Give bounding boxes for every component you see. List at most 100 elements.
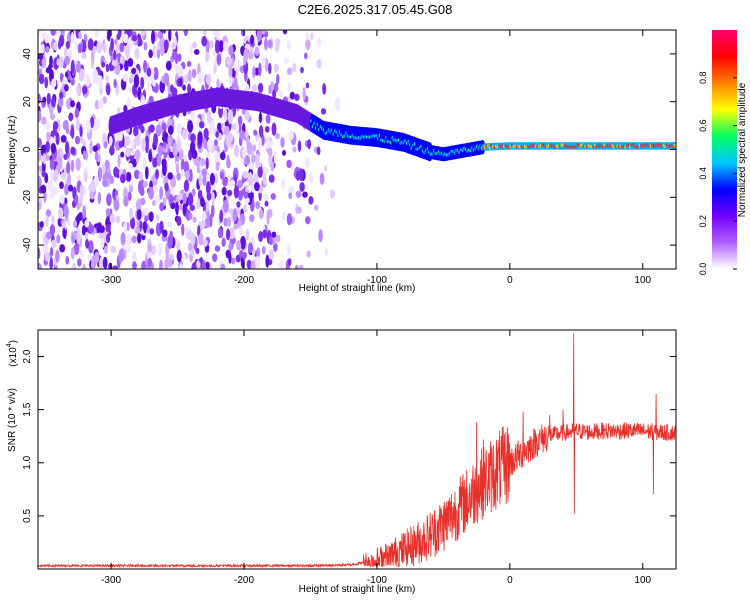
spectrogram-cell xyxy=(41,31,48,40)
spectrogram-cell xyxy=(50,96,56,108)
spectrogram-cell xyxy=(106,233,111,244)
spectrogram-cell xyxy=(62,76,68,84)
spectrogram-cell xyxy=(223,125,230,136)
spectrogram-cell xyxy=(286,213,293,226)
spectrogram-cell xyxy=(262,229,268,239)
spectrogram-cell xyxy=(197,189,203,199)
spectrogram-cell xyxy=(298,168,304,182)
spectrogram-cell xyxy=(65,255,70,265)
spectrogram-cell xyxy=(278,90,283,98)
spectrogram-cell xyxy=(70,126,75,139)
spectrogram-cell xyxy=(38,247,41,260)
spectrogram-cell xyxy=(161,158,167,168)
x-tick-label: -300 xyxy=(101,275,121,286)
spectrogram-cell xyxy=(248,176,254,186)
spectrogram-cell xyxy=(214,245,221,252)
spectrogram-cell xyxy=(308,172,314,183)
spectrogram-cell xyxy=(275,42,280,53)
spectrogram-cell xyxy=(105,207,111,217)
spectrogram-cell xyxy=(113,78,117,89)
spectrogram-cell xyxy=(168,30,172,42)
spectrogram-cell xyxy=(288,186,295,195)
spectrogram-cell xyxy=(298,264,304,269)
spectrogram-cell xyxy=(38,151,42,162)
spectrogram-cell xyxy=(44,76,49,89)
spectrogram-cell xyxy=(205,73,212,86)
spectrogram-cell xyxy=(122,73,129,82)
spectrogram-cell xyxy=(126,233,131,246)
svg-text:(x104): (x104) xyxy=(6,340,19,367)
spectrogram-cell xyxy=(130,139,135,149)
spectrogram-cell xyxy=(59,193,65,205)
spectrogram-cell xyxy=(184,170,190,180)
spectrogram-peak-cell xyxy=(673,143,676,148)
spectrogram-cell xyxy=(273,63,279,73)
spectrogram-cell xyxy=(201,35,208,47)
spectrogram-cell xyxy=(294,93,300,102)
spectrogram-cell xyxy=(140,76,145,90)
spectrogram-cell xyxy=(280,178,286,190)
spectrogram-cell xyxy=(89,116,95,129)
spectrogram-cell xyxy=(116,33,121,41)
spectrogram-cell xyxy=(124,45,130,56)
spectrogram-cell xyxy=(266,211,270,225)
spectrogram-cell xyxy=(143,59,148,73)
spectrogram-cell xyxy=(82,150,87,160)
spectrogram-cell xyxy=(189,204,195,211)
spectrogram-cell xyxy=(71,264,76,269)
spectrogram-cell xyxy=(280,137,285,148)
spectrogram-cell xyxy=(96,41,103,54)
spectrogram-cell xyxy=(53,121,59,130)
spectrogram-cell xyxy=(164,182,169,192)
spectrogram-cell xyxy=(174,52,179,64)
spectrogram-cell xyxy=(159,220,164,234)
spectrogram-cell xyxy=(167,136,172,148)
spectrogram-cell xyxy=(75,85,81,95)
spectrogram-cell xyxy=(213,139,218,147)
spectrogram-cell xyxy=(38,137,42,148)
spectrogram-cell xyxy=(256,247,261,259)
spectrogram-cell xyxy=(115,215,121,224)
spectrogram-cell xyxy=(227,109,234,124)
spectrogram-cell xyxy=(268,249,274,260)
colorbar-tick-label: 0.0 xyxy=(698,263,708,276)
spectrogram-cell xyxy=(250,34,255,45)
spectrogram-cell xyxy=(140,94,145,106)
colorbar: 0.0 0.2 0.4 0.6 0.8 Normalized spectral ampl… xyxy=(698,30,748,275)
spectrogram-cell xyxy=(51,239,57,249)
spectrogram-cell xyxy=(76,231,81,244)
spectrogram-cell xyxy=(286,40,291,51)
spectrogram-cell xyxy=(292,146,297,153)
spectrogram-cell xyxy=(255,153,260,167)
spectrogram-cell xyxy=(78,31,82,40)
spectrogram-cell xyxy=(232,208,238,223)
spectrogram-cell xyxy=(217,227,223,239)
spectrogram-cell xyxy=(228,45,234,56)
spectrogram-cell xyxy=(110,245,117,254)
spectrogram-cell xyxy=(178,204,184,211)
spectrogram-cell xyxy=(97,191,102,205)
spectrogram-cell xyxy=(75,157,81,171)
spectrogram-cell xyxy=(94,118,101,130)
spectrogram-cell xyxy=(85,73,90,87)
spectrogram-cell xyxy=(70,59,75,74)
spectrogram-cell xyxy=(268,140,274,147)
spectrogram-cell xyxy=(162,30,167,34)
spectrogram-x-label: Height of straight line (km) xyxy=(299,283,416,294)
spectrogram-cell xyxy=(111,59,118,67)
spectrogram-cell xyxy=(153,71,159,80)
spectrogram-cell xyxy=(167,82,171,95)
spectrogram-cell xyxy=(82,205,87,220)
spectrogram-cell xyxy=(219,171,224,180)
spectrogram-cell xyxy=(239,130,246,140)
spectrogram-cell xyxy=(82,264,86,269)
spectrogram-cell xyxy=(233,223,239,230)
spectrogram-cell xyxy=(181,223,185,236)
y-tick-label: -20 xyxy=(22,190,33,205)
spectrogram-cell xyxy=(187,83,192,95)
spectrogram-cell xyxy=(220,263,226,269)
spectrogram-cell xyxy=(161,122,167,131)
spectrogram-cell xyxy=(226,216,232,228)
spectrogram-cell xyxy=(205,261,210,269)
spectrogram-cell xyxy=(296,206,302,214)
